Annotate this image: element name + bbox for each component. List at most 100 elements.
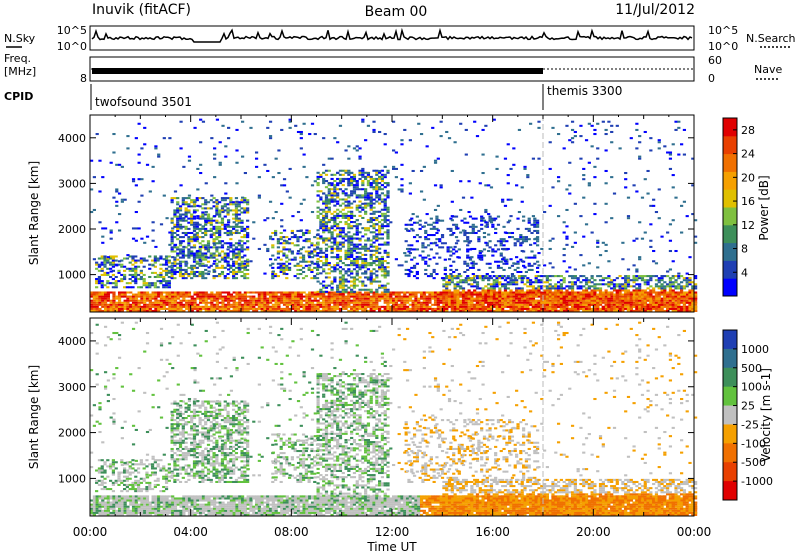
range-gate-cell (366, 278, 371, 281)
range-gate-cell (330, 188, 334, 191)
range-gate-cell (433, 299, 438, 302)
range-gate-cell (436, 309, 440, 312)
range-gate-cell (355, 188, 359, 191)
range-gate-cell (139, 278, 143, 281)
range-gate-cell (545, 297, 549, 300)
range-gate-cell (164, 257, 169, 260)
range-gate-cell (168, 291, 172, 294)
range-gate-cell (237, 209, 241, 212)
range-gate-cell (355, 293, 359, 296)
range-gate-cell (336, 235, 340, 238)
range-gate-cell (232, 307, 236, 310)
range-gate-cell (435, 221, 439, 224)
range-gate-cell (184, 219, 188, 222)
range-gate-cell (271, 291, 275, 294)
range-gate-cell (394, 291, 398, 294)
range-gate-cell (418, 219, 422, 222)
range-gate-cell (100, 255, 104, 258)
range-gate-cell (601, 283, 605, 286)
range-gate-cell (347, 245, 351, 248)
range-gate-cell (378, 243, 382, 246)
range-gate-cell (475, 299, 480, 302)
range-gate-cell (319, 266, 323, 269)
range-gate-cell (568, 285, 572, 288)
range-gate-cell (159, 263, 163, 266)
range-gate-cell (466, 238, 470, 241)
range-gate-cell (316, 301, 320, 304)
range-gate-cell (324, 249, 329, 252)
range-gate-cell (515, 283, 519, 286)
range-gate-cell (218, 297, 222, 300)
range-gate-cell (412, 275, 417, 278)
range-gate-cell (170, 268, 174, 271)
range-gate-cell (243, 207, 247, 210)
range-gate-cell (316, 190, 320, 193)
range-gate-cell (285, 305, 289, 308)
range-gate-cell (319, 260, 323, 263)
range-gate-cell (100, 261, 104, 264)
range-gate-cell (151, 293, 155, 296)
range-gate-cell (671, 295, 675, 298)
range-gate-cell (307, 240, 311, 243)
range-gate-cell (447, 277, 452, 280)
range-gate-cell (439, 295, 443, 298)
range-gate-cell (473, 289, 477, 292)
range-gate-cell (220, 240, 225, 243)
range-gate-cell (170, 273, 174, 276)
range-gate-cell (475, 277, 480, 280)
range-gate-cell (666, 291, 670, 294)
range-gate-cell (324, 255, 329, 258)
range-gate-cell (534, 287, 538, 290)
range-gate-cell (369, 243, 373, 246)
range-gate-cell (319, 301, 323, 304)
range-gate-cell (450, 301, 454, 304)
range-gate-cell (629, 285, 633, 288)
range-gate-cell (206, 207, 211, 210)
range-gate-cell (386, 169, 390, 172)
range-gate-cell (537, 303, 541, 306)
range-gate-cell (249, 299, 253, 302)
range-gate-cell (103, 309, 108, 312)
range-gate-cell (164, 267, 169, 270)
range-gate-cell (336, 177, 340, 180)
range-gate-cell (425, 301, 429, 304)
range-gate-cell (478, 293, 482, 296)
range-gate-cell (279, 231, 283, 235)
range-gate-cell (285, 236, 289, 239)
range-gate-cell (375, 179, 379, 183)
range-gate-cell (106, 309, 110, 312)
range-gate-cell (151, 309, 155, 312)
range-gate-cell (282, 291, 287, 294)
range-gate-cell (529, 291, 533, 294)
range-gate-cell (333, 173, 337, 176)
range-gate-cell (415, 248, 419, 251)
range-gate-cell (632, 277, 636, 280)
range-gate-cell (171, 297, 175, 300)
range-gate-cell (341, 297, 345, 300)
range-gate-cell (282, 246, 286, 249)
range-gate-cell (386, 243, 390, 246)
range-gate-cell (491, 248, 495, 251)
range-gate-cell (593, 297, 597, 300)
range-gate-cell (568, 275, 572, 278)
range-gate-cell (198, 236, 202, 239)
range-gate-cell (204, 299, 208, 302)
range-gate-cell (112, 295, 116, 298)
range-gate-cell (378, 202, 382, 205)
range-gate-cell (184, 215, 188, 218)
range-gate-cell (431, 295, 435, 298)
range-gate-cell (489, 303, 494, 306)
range-gate-cell (148, 255, 152, 258)
range-gate-cell (344, 198, 348, 201)
range-gate-cell (543, 281, 547, 284)
range-gate-cell (159, 303, 164, 306)
range-gate-cell (364, 295, 368, 298)
range-gate-cell (204, 303, 208, 306)
range-gate-cell (198, 242, 202, 245)
range-gate-cell (378, 293, 382, 296)
range-gate-cell (424, 236, 428, 239)
range-gate-cell (529, 285, 533, 288)
range-gate-cell (159, 291, 164, 294)
range-gate-cell (350, 247, 354, 250)
range-gate-cell (512, 281, 516, 284)
